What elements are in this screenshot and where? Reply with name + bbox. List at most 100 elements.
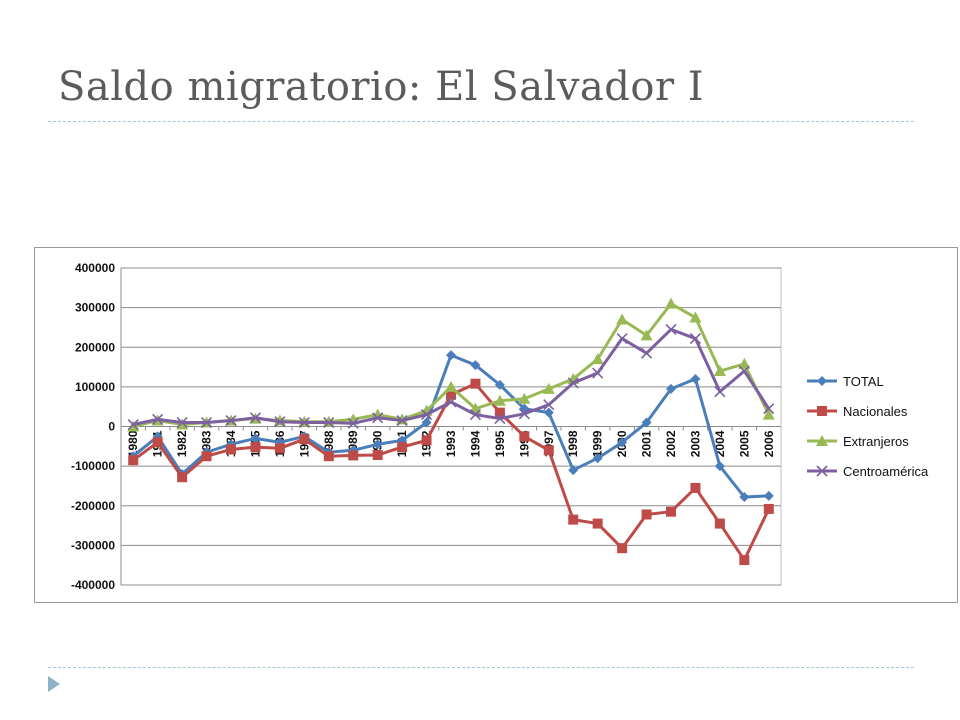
data-point-nacionales bbox=[519, 431, 530, 442]
x-tick-label: 1998 bbox=[566, 430, 580, 457]
data-point-total bbox=[446, 350, 456, 361]
data-point-centroamerica bbox=[176, 416, 188, 429]
x-tick-label: 1980 bbox=[126, 430, 140, 457]
slide-title: Saldo migratorio: El Salvador I bbox=[58, 64, 705, 110]
data-point-nacionales bbox=[641, 509, 652, 520]
data-point-centroamerica bbox=[396, 414, 408, 427]
data-point-nacionales bbox=[250, 442, 261, 453]
data-point-nacionales bbox=[592, 518, 603, 529]
data-point-nacionales bbox=[397, 442, 408, 453]
legend-label-extranjeros: Extranjeros bbox=[843, 434, 909, 449]
data-point-centroamerica bbox=[592, 367, 604, 379]
data-point-nacionales bbox=[274, 443, 285, 454]
x-tick-label: 1999 bbox=[591, 430, 605, 457]
x-tick-label: 2002 bbox=[664, 430, 678, 457]
data-point-total bbox=[763, 490, 774, 501]
chart-frame: 400000 300000 200000 100000 0 -100000 -200000 -… bbox=[34, 247, 958, 603]
x-tick-label: 1993 bbox=[444, 430, 458, 457]
legend-label-centroamerica: Centroamérica bbox=[843, 464, 929, 479]
data-point-nacionales bbox=[617, 543, 628, 554]
data-point-total bbox=[739, 492, 750, 503]
data-point-centroamerica bbox=[225, 414, 237, 427]
data-point-total bbox=[690, 373, 701, 384]
data-point-centroamerica bbox=[298, 416, 310, 429]
data-point-extranjeros bbox=[640, 329, 653, 341]
data-point-centroamerica bbox=[420, 409, 433, 421]
data-point-total bbox=[641, 417, 652, 428]
data-point-centroamerica bbox=[689, 332, 702, 345]
data-point-nacionales bbox=[494, 407, 505, 418]
x-tick-label: 1995 bbox=[493, 430, 507, 457]
data-point-nacionales bbox=[543, 445, 554, 456]
x-tick-label: 1982 bbox=[175, 430, 189, 457]
data-point-centroamerica bbox=[152, 413, 164, 425]
legend-marker-nacionales bbox=[817, 406, 827, 416]
y-tick-label: -400000 bbox=[71, 578, 115, 592]
data-point-nacionales bbox=[323, 451, 334, 462]
data-point-nacionales bbox=[177, 472, 188, 483]
x-tick-label: 2001 bbox=[640, 430, 654, 457]
data-point-nacionales bbox=[714, 518, 725, 529]
data-point-total bbox=[421, 417, 432, 428]
data-point-nacionales bbox=[763, 503, 774, 514]
legend-marker-total bbox=[817, 376, 827, 386]
data-point-centroamerica bbox=[640, 347, 653, 359]
line-chart: 400000 300000 200000 100000 0 -100000 -200000 -… bbox=[71, 261, 929, 592]
y-tick-label: 400000 bbox=[75, 261, 115, 275]
legend-marker-extranjeros bbox=[816, 435, 828, 446]
data-point-extranjeros bbox=[591, 353, 604, 365]
data-point-nacionales bbox=[568, 514, 579, 525]
data-point-centroamerica bbox=[347, 417, 359, 429]
data-point-centroamerica bbox=[249, 412, 262, 424]
data-point-extranjeros bbox=[127, 420, 140, 432]
data-point-centroamerica bbox=[200, 416, 213, 429]
y-tick-label: 200000 bbox=[75, 340, 115, 354]
data-point-total bbox=[617, 437, 628, 448]
data-point-centroamerica bbox=[372, 412, 384, 424]
data-point-total bbox=[494, 379, 505, 390]
legend-label-total: TOTAL bbox=[843, 374, 884, 389]
data-point-centroamerica bbox=[518, 408, 530, 420]
data-point-centroamerica bbox=[616, 332, 628, 345]
series-line-extranjeros bbox=[132, 302, 771, 428]
data-point-nacionales bbox=[421, 435, 432, 446]
data-point-centroamerica bbox=[543, 399, 555, 411]
data-point-centroamerica bbox=[665, 323, 677, 335]
data-point-extranjeros bbox=[518, 392, 531, 404]
data-point-nacionales bbox=[201, 451, 212, 462]
data-point-nacionales bbox=[128, 455, 139, 466]
data-point-extranjeros bbox=[689, 311, 702, 323]
bullet-arrow-icon bbox=[48, 676, 60, 692]
data-point-extranjeros bbox=[762, 408, 775, 420]
x-tick-label: 2003 bbox=[688, 430, 702, 457]
y-tick-label: -100000 bbox=[71, 459, 115, 473]
x-tick-label: 2006 bbox=[762, 430, 776, 457]
data-point-total bbox=[714, 461, 725, 472]
data-point-centroamerica bbox=[763, 403, 775, 415]
data-point-total bbox=[592, 453, 603, 464]
series-line-centroamerica bbox=[132, 327, 771, 426]
data-point-extranjeros bbox=[493, 394, 506, 406]
data-point-total bbox=[568, 465, 579, 476]
legend-label-nacionales: Nacionales bbox=[843, 404, 908, 419]
x-tick-label: 1994 bbox=[468, 430, 482, 457]
data-point-nacionales bbox=[470, 378, 481, 389]
data-point-extranjeros bbox=[738, 357, 751, 369]
data-point-nacionales bbox=[666, 506, 676, 517]
series-line-nacionales bbox=[132, 382, 771, 562]
data-point-centroamerica bbox=[274, 416, 286, 428]
data-point-total bbox=[543, 407, 554, 418]
data-point-nacionales bbox=[348, 450, 359, 461]
data-point-nacionales bbox=[372, 450, 383, 461]
data-point-nacionales bbox=[299, 434, 310, 445]
data-point-extranjeros bbox=[713, 365, 726, 377]
data-point-centroamerica bbox=[567, 377, 579, 389]
legend-marker-centroamerica bbox=[816, 465, 828, 477]
title-divider bbox=[48, 121, 914, 122]
y-tick-label: 100000 bbox=[75, 380, 115, 394]
data-point-extranjeros bbox=[445, 380, 457, 392]
x-tick-label: 2005 bbox=[737, 430, 751, 457]
data-point-centroamerica bbox=[323, 416, 335, 429]
data-point-total bbox=[372, 439, 383, 450]
data-point-nacionales bbox=[690, 482, 701, 493]
